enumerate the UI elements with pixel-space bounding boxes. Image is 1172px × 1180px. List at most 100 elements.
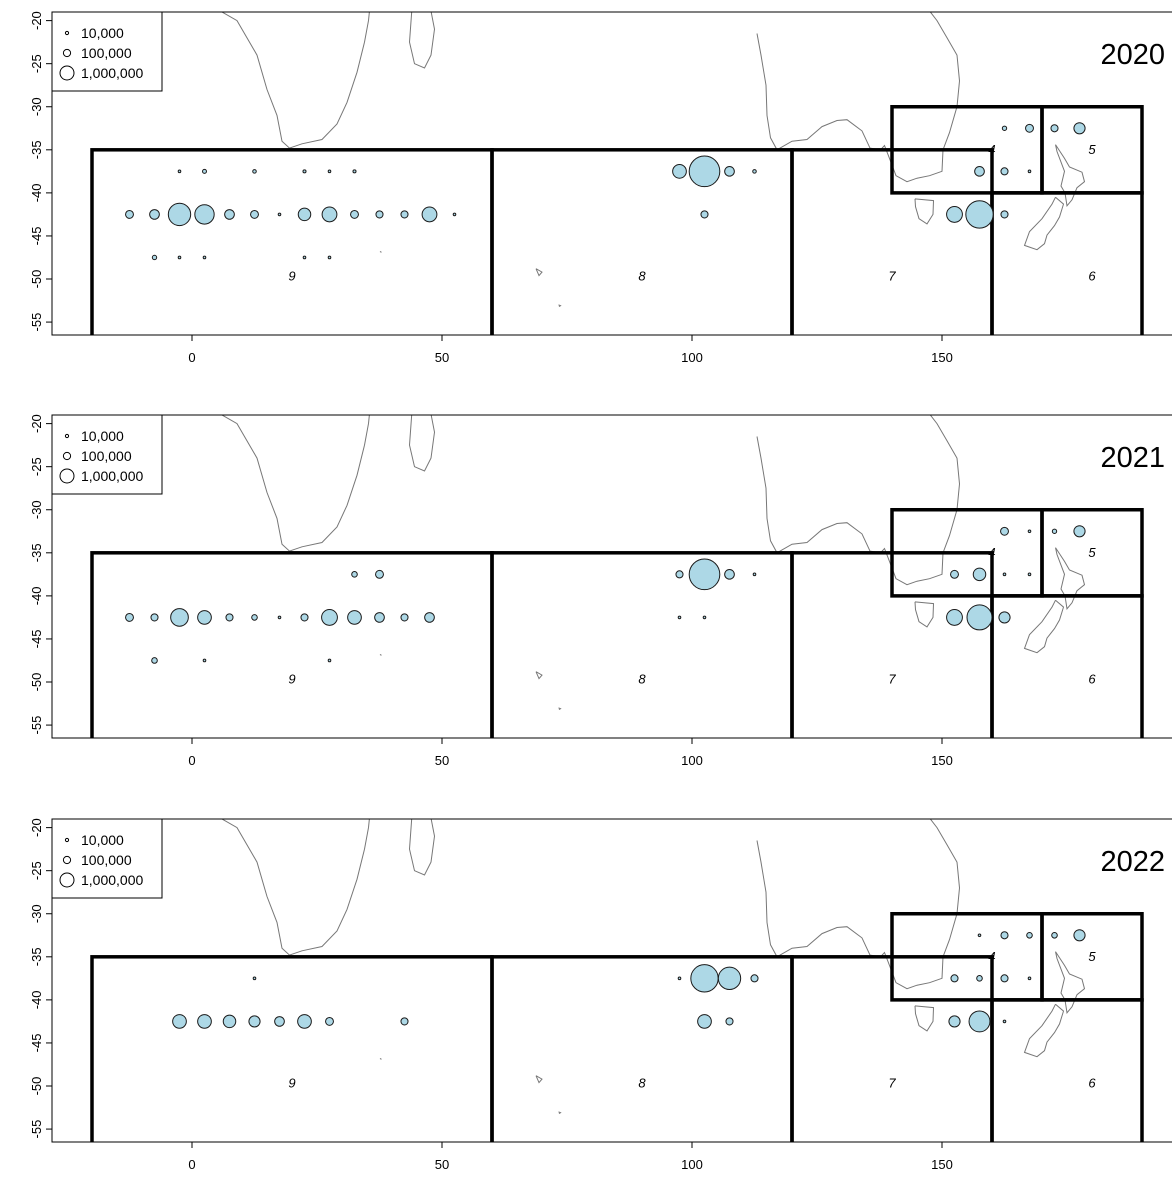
catch-bubble — [197, 610, 212, 625]
y-tick-label: -25 — [29, 861, 44, 880]
region-label: 9 — [288, 1076, 295, 1091]
catch-bubble — [950, 569, 959, 579]
catch-bubble — [170, 608, 189, 627]
x-tick-label: 50 — [435, 1157, 449, 1172]
legend-symbol — [62, 855, 72, 865]
coastline — [1055, 547, 1086, 610]
catch-bubble — [202, 255, 207, 260]
catch-bubble — [252, 976, 257, 981]
region-label: 4 — [988, 142, 995, 157]
y-tick-label: -20 — [29, 414, 44, 433]
y-tick-label: -50 — [29, 673, 44, 692]
catch-bubble — [375, 210, 384, 219]
region-label: 9 — [288, 269, 295, 284]
catch-bubble — [752, 572, 757, 577]
x-tick-label: 50 — [435, 350, 449, 365]
legend-symbol — [59, 872, 75, 888]
plot-frame — [51, 414, 1172, 739]
y-tick-label: -35 — [29, 140, 44, 159]
catch-bubble — [968, 1010, 991, 1033]
catch-bubble — [327, 255, 332, 260]
catch-bubble — [948, 1015, 961, 1028]
catch-bubble — [302, 169, 307, 174]
x-tick-label: 0 — [188, 753, 195, 768]
catch-bubble — [1027, 529, 1032, 534]
legend-label: 10,000 — [81, 25, 124, 41]
region-label: 5 — [1088, 142, 1096, 157]
x-tick-label: 50 — [435, 753, 449, 768]
catch-bubble — [302, 255, 307, 260]
coastline — [1023, 196, 1065, 251]
catch-bubble — [976, 975, 983, 982]
region-label: 4 — [988, 949, 995, 964]
coastline — [756, 415, 961, 586]
catch-bubble — [252, 169, 257, 174]
catch-bubble — [724, 166, 735, 177]
region-label: 8 — [638, 1076, 646, 1091]
catch-bubble — [750, 974, 759, 983]
y-tick-label: -45 — [29, 227, 44, 246]
legend-symbol — [62, 48, 72, 58]
catch-bubble — [149, 209, 160, 220]
catch-bubble — [1050, 124, 1059, 133]
size-legend: 10,000 100,000 1,000,000 — [51, 11, 163, 92]
catch-bubble — [702, 615, 707, 620]
y-tick-label: -20 — [29, 818, 44, 837]
catch-bubble — [400, 210, 409, 219]
y-tick-label: -55 — [29, 313, 44, 332]
catch-bubble — [452, 212, 457, 217]
catch-bubble — [374, 612, 385, 623]
region-boundary — [1040, 104, 1144, 195]
catch-bubble — [177, 169, 182, 174]
coastline — [756, 819, 961, 990]
coastline — [1023, 599, 1065, 654]
x-tick-label: 0 — [188, 350, 195, 365]
catch-bubble — [197, 1014, 212, 1029]
y-tick-label: -40 — [29, 183, 44, 202]
coastline — [914, 601, 935, 628]
x-tick-label: 100 — [681, 1157, 703, 1172]
catch-bubble — [150, 613, 159, 622]
region-label: 5 — [1088, 949, 1096, 964]
catch-bubble — [725, 1017, 734, 1026]
y-tick-label: -55 — [29, 716, 44, 735]
catch-bubble — [194, 204, 215, 225]
catch-bubble — [1027, 169, 1032, 174]
plot-frame — [51, 818, 1172, 1143]
region-boundary — [490, 148, 794, 335]
catch-bubble — [688, 155, 721, 188]
catch-bubble — [998, 611, 1011, 624]
catch-bubble — [125, 612, 134, 622]
y-tick-label: -45 — [29, 1034, 44, 1053]
region-boundary — [1040, 507, 1144, 598]
catch-bubble — [167, 202, 192, 227]
catch-bubble — [966, 604, 993, 631]
catch-bubble — [327, 169, 332, 174]
region-label: 5 — [1088, 545, 1096, 560]
region-label: 7 — [888, 269, 896, 284]
catch-bubble — [1073, 122, 1086, 135]
catch-bubble — [1000, 167, 1009, 176]
region-boundary — [1040, 911, 1144, 1002]
y-tick-label: -35 — [29, 947, 44, 966]
y-tick-label: -30 — [29, 904, 44, 923]
catch-bubble — [202, 168, 207, 174]
plot-frame — [51, 11, 1172, 336]
y-tick-label: -30 — [29, 500, 44, 519]
x-tick-label: 0 — [188, 1157, 195, 1172]
coastline — [558, 707, 562, 711]
x-tick-label: 150 — [931, 350, 953, 365]
legend-symbol — [59, 65, 75, 81]
catch-bubble — [297, 1014, 312, 1029]
map-panel-2022: 9 8 7 6 4 5 -20 -25 -30 -35 -40 -45 -50 -55 0 50 100 150 2… — [29, 818, 1172, 1172]
catch-bubble — [277, 212, 282, 217]
coastline — [535, 1075, 543, 1084]
region-label: 8 — [638, 269, 646, 284]
coastline — [408, 819, 436, 876]
coastline — [558, 304, 562, 308]
x-tick-label: 150 — [931, 1157, 953, 1172]
catch-bubble — [965, 200, 994, 229]
region-label: 6 — [1088, 1076, 1096, 1091]
catch-bubble — [424, 612, 435, 623]
